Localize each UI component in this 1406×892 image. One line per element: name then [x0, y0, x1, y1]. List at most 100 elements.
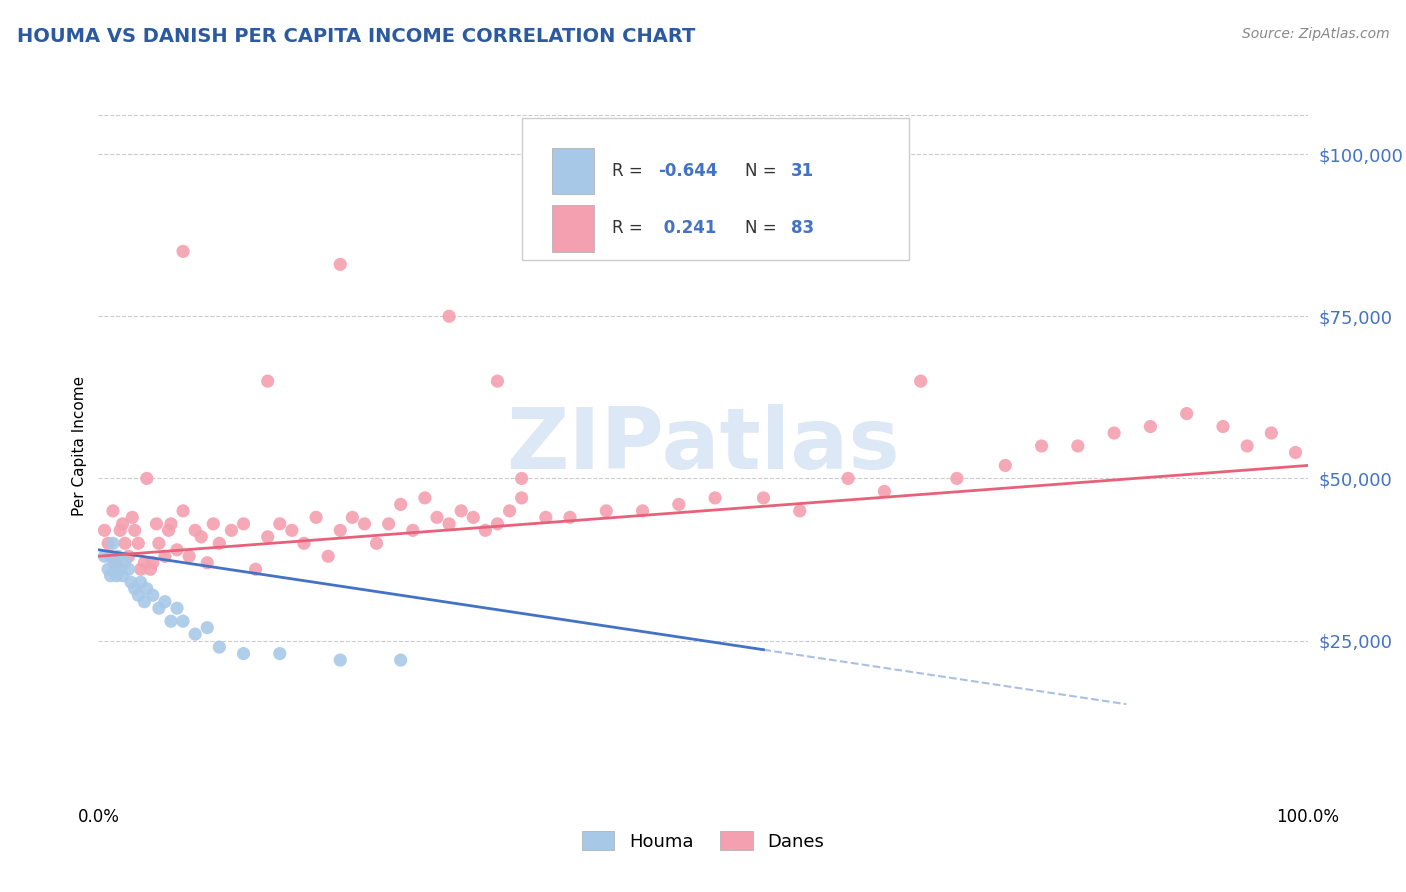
Point [498, 504, 520, 518]
Point [111, 568, 134, 582]
Point [269, 516, 291, 531]
Point [232, 516, 254, 531]
Point [292, 536, 315, 550]
Point [104, 562, 127, 576]
Point [486, 516, 509, 531]
Point [127, 588, 149, 602]
Point [172, 504, 194, 518]
Point [153, 595, 176, 609]
Point [121, 510, 143, 524]
Point [157, 524, 180, 538]
Point [166, 542, 188, 557]
Text: HOUMA VS DANISH PER CAPITA INCOME CORRELATION CHART: HOUMA VS DANISH PER CAPITA INCOME CORREL… [17, 27, 695, 45]
Point [134, 556, 156, 570]
Point [124, 524, 146, 538]
Text: ZIPatlas: ZIPatlas [506, 404, 900, 488]
Point [316, 549, 339, 564]
Point [208, 536, 231, 550]
Point [107, 549, 129, 564]
Text: R =: R = [613, 219, 648, 237]
Point [105, 556, 128, 570]
Text: -0.644: -0.644 [658, 162, 717, 180]
Point [704, 491, 727, 505]
Point [256, 374, 278, 388]
Point [329, 257, 352, 271]
Point [329, 653, 352, 667]
Point [1102, 425, 1125, 440]
Point [184, 524, 207, 538]
Text: 31: 31 [792, 162, 814, 180]
Point [172, 614, 194, 628]
Point [510, 471, 533, 485]
Point [450, 504, 472, 518]
Point [910, 374, 932, 388]
Point [389, 653, 412, 667]
Point [108, 562, 131, 576]
Point [134, 595, 156, 609]
Point [269, 647, 291, 661]
Point [389, 497, 412, 511]
Point [305, 510, 328, 524]
Point [366, 536, 388, 550]
Point [139, 562, 162, 576]
Point [127, 536, 149, 550]
Point [474, 524, 496, 538]
Point [256, 530, 278, 544]
Legend: Houma, Danes: Houma, Danes [575, 824, 831, 858]
Point [1067, 439, 1090, 453]
Point [103, 556, 125, 570]
Point [135, 582, 157, 596]
Point [108, 524, 131, 538]
Point [93, 549, 115, 564]
Point [873, 484, 896, 499]
Point [946, 471, 969, 485]
Point [160, 614, 183, 628]
Point [245, 562, 267, 576]
Point [1260, 425, 1282, 440]
Point [994, 458, 1017, 473]
Point [97, 562, 120, 576]
Point [195, 621, 218, 635]
Point [166, 601, 188, 615]
Point [118, 562, 141, 576]
Point [668, 497, 690, 511]
Point [1212, 419, 1234, 434]
Point [195, 556, 218, 570]
Point [437, 310, 460, 324]
Point [1139, 419, 1161, 434]
Point [120, 575, 142, 590]
Point [413, 491, 436, 505]
Point [232, 647, 254, 661]
Text: Source: ZipAtlas.com: Source: ZipAtlas.com [1241, 27, 1389, 41]
Point [184, 627, 207, 641]
FancyBboxPatch shape [522, 118, 908, 260]
Point [631, 504, 654, 518]
Text: N =: N = [745, 219, 782, 237]
Point [789, 504, 811, 518]
Point [1284, 445, 1306, 459]
Point [160, 516, 183, 531]
Point [1236, 439, 1258, 453]
Point [145, 516, 167, 531]
Point [111, 516, 134, 531]
Text: R =: R = [613, 162, 648, 180]
Point [208, 640, 231, 654]
Point [342, 510, 364, 524]
Point [93, 524, 115, 538]
Point [463, 510, 485, 524]
Point [153, 549, 176, 564]
Point [510, 491, 533, 505]
Point [148, 601, 170, 615]
FancyBboxPatch shape [551, 205, 595, 252]
Point [202, 516, 225, 531]
Point [281, 524, 304, 538]
Y-axis label: Per Capita Income: Per Capita Income [72, 376, 87, 516]
Point [114, 536, 136, 550]
Point [190, 530, 212, 544]
Point [148, 536, 170, 550]
Point [1031, 439, 1053, 453]
Point [837, 471, 859, 485]
Point [172, 244, 194, 259]
Point [142, 588, 165, 602]
Point [426, 510, 449, 524]
